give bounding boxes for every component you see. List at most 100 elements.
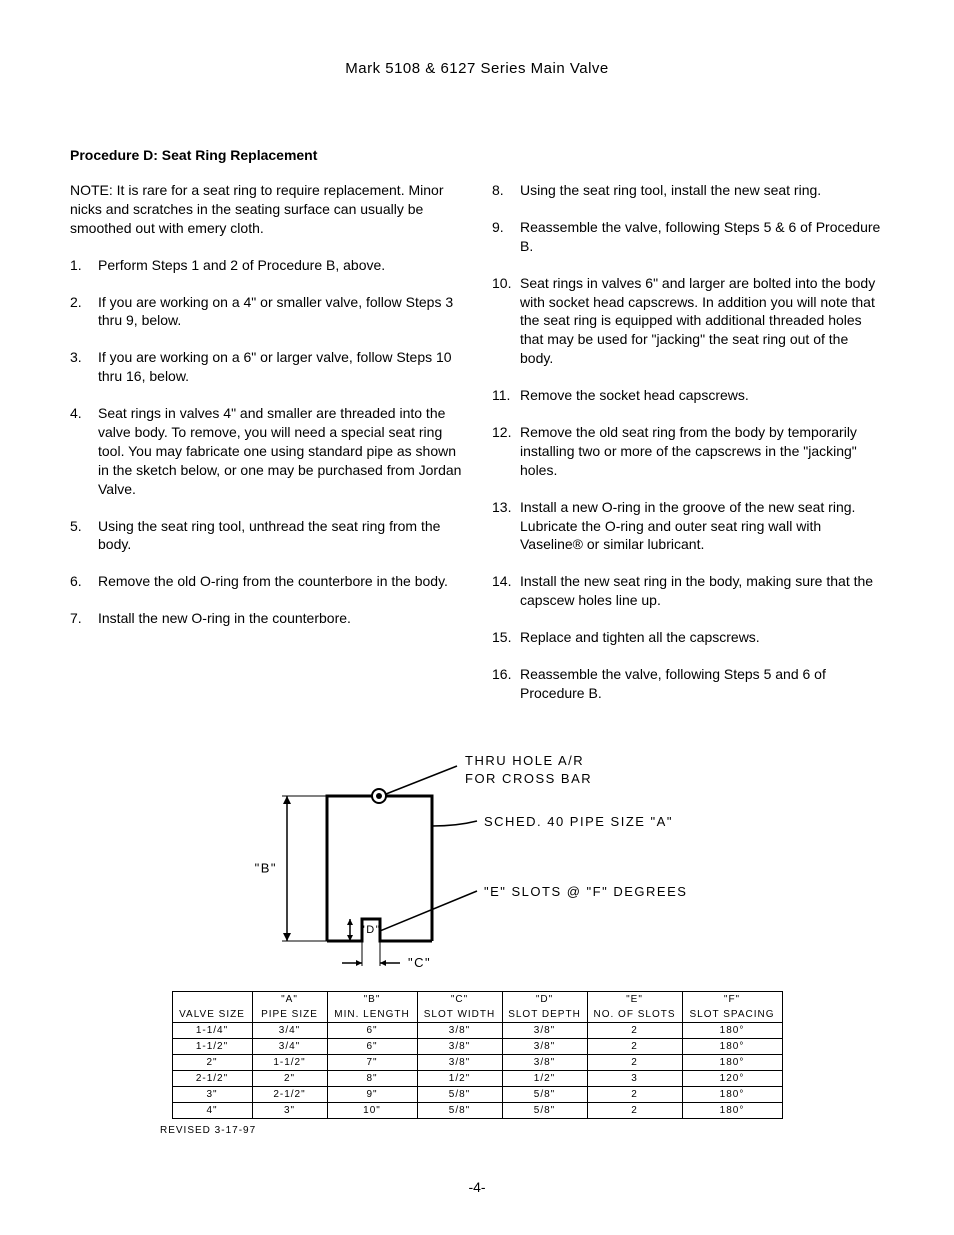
procedure-title: Procedure D: Seat Ring Replacement <box>70 147 884 163</box>
svg-text:FOR CROSS BAR: FOR CROSS BAR <box>465 771 592 786</box>
table-cell: 5/8" <box>502 1102 587 1118</box>
step-number: 2. <box>70 293 98 312</box>
table-cell: 3 <box>587 1070 682 1086</box>
step-item: 7.Install the new O-ring in the counterb… <box>70 609 462 628</box>
step-text: Remove the socket head capscrews. <box>520 386 884 405</box>
svg-text:"E" SLOTS @ "F" DEGREES: "E" SLOTS @ "F" DEGREES <box>484 884 687 899</box>
table-cell: 5/8" <box>417 1102 502 1118</box>
step-item: 14.Install the new seat ring in the body… <box>492 572 884 610</box>
table-cell: 1-1/2" <box>172 1038 252 1054</box>
step-number: 9. <box>492 218 520 237</box>
table-cell: 3/4" <box>252 1022 327 1038</box>
table-cell: 3/8" <box>417 1054 502 1070</box>
svg-text:SCHED. 40 PIPE SIZE "A": SCHED. 40 PIPE SIZE "A" <box>484 814 673 829</box>
step-item: 1.Perform Steps 1 and 2 of Procedure B, … <box>70 256 462 275</box>
table-cell: 2 <box>587 1086 682 1102</box>
table-row: 3"2-1/2"9"5/8"5/8"2180° <box>172 1086 782 1102</box>
table-cell: 2 <box>587 1054 682 1070</box>
table-row: 2"1-1/2"7"3/8"3/8"2180° <box>172 1054 782 1070</box>
table-header-cell: SLOT SPACING <box>682 1007 782 1023</box>
step-item: 10.Seat rings in valves 6" and larger ar… <box>492 274 884 368</box>
table-cell: 120° <box>682 1070 782 1086</box>
table-header-cell: SLOT WIDTH <box>417 1007 502 1023</box>
table-header-cell: "F" <box>682 991 782 1007</box>
table-cell: 1-1/2" <box>252 1054 327 1070</box>
right-steps-list: 8.Using the seat ring tool, install the … <box>492 181 884 703</box>
step-number: 15. <box>492 628 520 647</box>
note-text: NOTE: It is rare for a seat ring to requ… <box>70 181 462 238</box>
table-row: 1-1/2"3/4"6"3/8"3/8"2180° <box>172 1038 782 1054</box>
table-cell: 3" <box>252 1102 327 1118</box>
step-text: Reassemble the valve, following Steps 5 … <box>520 665 884 703</box>
table-cell: 10" <box>327 1102 417 1118</box>
table-cell: 3/8" <box>502 1022 587 1038</box>
table-cell: 180° <box>682 1022 782 1038</box>
table-cell: 180° <box>682 1086 782 1102</box>
spec-table-container: "A""B""C""D""E""F"VALVE SIZEPIPE SIZEMIN… <box>70 991 884 1119</box>
table-cell: 2-1/2" <box>252 1086 327 1102</box>
step-text: Remove the old seat ring from the body b… <box>520 423 884 480</box>
step-item: 5.Using the seat ring tool, unthread the… <box>70 517 462 555</box>
table-header-row-2: VALVE SIZEPIPE SIZEMIN. LENGTHSLOT WIDTH… <box>172 1007 782 1023</box>
step-number: 12. <box>492 423 520 442</box>
left-steps-list: 1.Perform Steps 1 and 2 of Procedure B, … <box>70 256 462 628</box>
step-item: 12.Remove the old seat ring from the bod… <box>492 423 884 480</box>
step-text: Seat rings in valves 6" and larger are b… <box>520 274 884 368</box>
table-cell: 3/8" <box>417 1038 502 1054</box>
two-column-layout: NOTE: It is rare for a seat ring to requ… <box>70 181 884 721</box>
step-text: Remove the old O-ring from the counterbo… <box>98 572 462 591</box>
step-item: 6.Remove the old O-ring from the counter… <box>70 572 462 591</box>
table-cell: 180° <box>682 1038 782 1054</box>
step-number: 11. <box>492 386 520 405</box>
step-text: If you are working on a 4" or smaller va… <box>98 293 462 331</box>
table-header-cell: "D" <box>502 991 587 1007</box>
step-item: 8.Using the seat ring tool, install the … <box>492 181 884 200</box>
step-number: 14. <box>492 572 520 591</box>
svg-text:"B": "B" <box>255 860 277 875</box>
table-cell: 3/8" <box>502 1038 587 1054</box>
table-header-cell: "B" <box>327 991 417 1007</box>
step-number: 4. <box>70 404 98 423</box>
step-number: 16. <box>492 665 520 684</box>
table-cell: 7" <box>327 1054 417 1070</box>
table-header-cell: MIN. LENGTH <box>327 1007 417 1023</box>
step-item: 4.Seat rings in valves 4" and smaller ar… <box>70 404 462 498</box>
table-header-row-1: "A""B""C""D""E""F" <box>172 991 782 1007</box>
table-cell: 2 <box>587 1038 682 1054</box>
table-cell: 1-1/4" <box>172 1022 252 1038</box>
step-number: 8. <box>492 181 520 200</box>
seat-ring-tool-diagram: "B""D""C"THRU HOLE A/RFOR CROSS BARSCHED… <box>207 751 747 981</box>
table-cell: 8" <box>327 1070 417 1086</box>
document-header: Mark 5108 & 6127 Series Main Valve <box>70 60 884 77</box>
table-cell: 1/2" <box>417 1070 502 1086</box>
table-cell: 9" <box>327 1086 417 1102</box>
table-row: 1-1/4"3/4"6"3/8"3/8"2180° <box>172 1022 782 1038</box>
table-cell: 2 <box>587 1102 682 1118</box>
step-text: Reassemble the valve, following Steps 5 … <box>520 218 884 256</box>
table-row: 4"3"10"5/8"5/8"2180° <box>172 1102 782 1118</box>
step-text: Using the seat ring tool, install the ne… <box>520 181 884 200</box>
step-text: Perform Steps 1 and 2 of Procedure B, ab… <box>98 256 462 275</box>
step-item: 3.If you are working on a 6" or larger v… <box>70 348 462 386</box>
svg-text:THRU HOLE A/R: THRU HOLE A/R <box>465 753 584 768</box>
step-number: 7. <box>70 609 98 628</box>
step-text: Replace and tighten all the capscrews. <box>520 628 884 647</box>
step-number: 1. <box>70 256 98 275</box>
step-text: Install the new O-ring in the counterbor… <box>98 609 462 628</box>
step-number: 3. <box>70 348 98 367</box>
table-header-cell: "A" <box>252 991 327 1007</box>
step-item: 9.Reassemble the valve, following Steps … <box>492 218 884 256</box>
table-cell: 3" <box>172 1086 252 1102</box>
table-cell: 6" <box>327 1038 417 1054</box>
table-header-cell: VALVE SIZE <box>172 1007 252 1023</box>
table-cell: 1/2" <box>502 1070 587 1086</box>
table-header-cell: PIPE SIZE <box>252 1007 327 1023</box>
step-number: 13. <box>492 498 520 517</box>
table-cell: 3/4" <box>252 1038 327 1054</box>
table-cell: 180° <box>682 1054 782 1070</box>
table-header-cell: "C" <box>417 991 502 1007</box>
step-number: 6. <box>70 572 98 591</box>
step-item: 11.Remove the socket head capscrews. <box>492 386 884 405</box>
table-header-cell: SLOT DEPTH <box>502 1007 587 1023</box>
table-header-cell <box>172 991 252 1007</box>
